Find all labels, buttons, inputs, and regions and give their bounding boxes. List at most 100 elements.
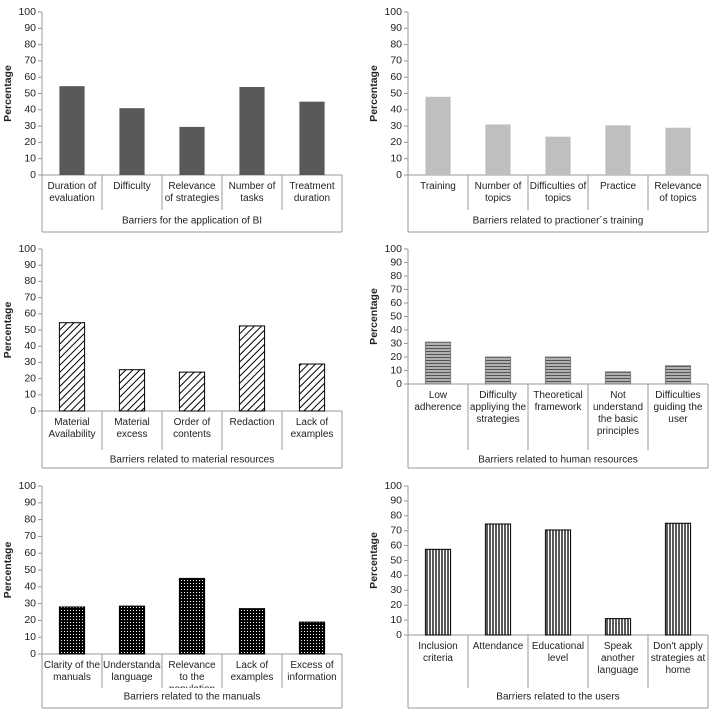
x-tick-label-box: Relevance of strategies bbox=[165, 181, 219, 204]
bar bbox=[604, 371, 632, 385]
x-tick-label-box: Understandable language bbox=[103, 660, 161, 683]
bar bbox=[485, 124, 511, 175]
y-tick-label: 20 bbox=[390, 136, 402, 148]
y-tick-label: 80 bbox=[390, 510, 402, 522]
y-tick-label: 50 bbox=[24, 564, 36, 576]
y-axis-label: Percentage bbox=[2, 65, 14, 122]
x-tick-label: Educational level bbox=[531, 641, 585, 664]
x-tick-label-box: Number of topics bbox=[475, 181, 522, 204]
x-tick-label-box: Difficulties of topics bbox=[529, 181, 587, 204]
x-axis-label: Barriers related to the manuals bbox=[124, 692, 261, 703]
x-tick-label: Theoretical framework bbox=[533, 390, 583, 413]
x-tick-label-box: Don't apply strategies at home bbox=[651, 641, 705, 676]
chart-panel: 0 10 20 30 40 50 60 70 80 90 100 Inclusion criteria… bbox=[368, 480, 709, 709]
y-axis-label: Percentage bbox=[2, 302, 14, 359]
x-tick-label: Difficulty bbox=[113, 181, 151, 192]
y-axis-label: Percentage bbox=[368, 288, 380, 345]
y-tick-label: 0 bbox=[30, 648, 36, 660]
x-axis-label: Barriers related to the users bbox=[496, 692, 619, 703]
y-tick-label: 90 bbox=[390, 256, 402, 268]
y-tick-label: 60 bbox=[390, 297, 402, 309]
y-tick-label: 60 bbox=[24, 547, 36, 559]
x-tick-label-box: Redaction bbox=[229, 417, 275, 428]
bar bbox=[179, 126, 205, 175]
bar bbox=[299, 101, 325, 175]
x-tick-label-box: Clarity of the manuals bbox=[43, 660, 101, 683]
x-tick-label: Order of contents bbox=[173, 417, 211, 440]
y-tick-label: 80 bbox=[24, 275, 36, 287]
bar bbox=[59, 86, 85, 175]
y-tick-label: 40 bbox=[24, 581, 36, 593]
x-tick-label-box: Duration of evaluation bbox=[48, 181, 97, 204]
x-tick-label: Relevance to the population bbox=[168, 660, 216, 688]
y-tick-label: 40 bbox=[24, 104, 36, 116]
y-tick-label: 10 bbox=[24, 389, 36, 401]
y-tick-label: 70 bbox=[24, 291, 36, 303]
bar bbox=[425, 96, 451, 175]
y-tick-label: 80 bbox=[24, 513, 36, 525]
bar bbox=[665, 127, 691, 175]
x-tick-label: Redaction bbox=[229, 417, 275, 428]
y-tick-label: 80 bbox=[390, 38, 402, 50]
y-axis-label: Percentage bbox=[2, 542, 14, 599]
y-tick-label: 100 bbox=[18, 6, 36, 18]
x-tick-label: Lack of examples bbox=[290, 417, 334, 440]
bar bbox=[178, 577, 206, 655]
bar bbox=[239, 86, 265, 175]
x-tick-label: Speak another language bbox=[597, 641, 639, 676]
y-tick-label: 100 bbox=[18, 243, 36, 255]
bar bbox=[238, 325, 266, 412]
bar bbox=[544, 529, 572, 636]
x-tick-label-box: Training bbox=[420, 181, 456, 192]
bar bbox=[58, 322, 86, 412]
x-tick-label-box: Difficulty appliying the strategies bbox=[470, 390, 526, 425]
x-tick-label: Clarity of the manuals bbox=[43, 660, 101, 683]
y-tick-label: 60 bbox=[390, 71, 402, 83]
y-tick-label: 40 bbox=[390, 569, 402, 581]
y-tick-label: 70 bbox=[390, 55, 402, 67]
y-tick-label: 70 bbox=[24, 530, 36, 542]
y-tick-label: 70 bbox=[390, 524, 402, 536]
y-tick-label: 30 bbox=[390, 584, 402, 596]
chart-panel: 0 10 20 30 40 50 60 70 80 90 100 Clarity of the man… bbox=[2, 480, 343, 709]
y-tick-label: 30 bbox=[390, 120, 402, 132]
bar bbox=[605, 125, 631, 175]
x-tick-label-box: Material excess bbox=[114, 417, 150, 440]
bar bbox=[298, 363, 326, 412]
bar bbox=[118, 369, 146, 412]
y-tick-label: 30 bbox=[24, 120, 36, 132]
x-tick-label: Relevance of topics bbox=[654, 181, 702, 204]
y-tick-label: 60 bbox=[24, 71, 36, 83]
y-tick-label: 0 bbox=[30, 169, 36, 181]
x-tick-label: Material Availability bbox=[48, 417, 96, 440]
x-tick-label-box: Relevance of topics bbox=[654, 181, 702, 204]
y-tick-label: 10 bbox=[24, 152, 36, 164]
x-tick-label-box: Relevance to the population bbox=[168, 660, 216, 688]
x-tick-label: Difficulties of topics bbox=[529, 181, 587, 204]
y-tick-label: 20 bbox=[24, 614, 36, 626]
bar bbox=[664, 522, 692, 636]
y-tick-label: 0 bbox=[396, 378, 402, 390]
x-tick-label: Material excess bbox=[114, 417, 150, 440]
y-tick-label: 30 bbox=[24, 356, 36, 368]
y-tick-label: 60 bbox=[24, 308, 36, 320]
x-axis-label: Barriers related to practioner´s trainin… bbox=[473, 215, 644, 227]
y-tick-label: 90 bbox=[390, 22, 402, 34]
chart-panel: 0 10 20 30 40 50 60 70 80 90 100 Training Number of … bbox=[368, 6, 709, 233]
y-tick-label: 100 bbox=[384, 480, 402, 492]
x-axis-label: Barriers related to material resources bbox=[110, 455, 275, 466]
x-tick-label-box: Speak another language bbox=[597, 641, 639, 676]
bar bbox=[119, 108, 145, 175]
y-tick-label: 100 bbox=[384, 243, 402, 255]
x-tick-label: Treatment duration bbox=[289, 181, 335, 204]
bar bbox=[298, 621, 326, 655]
x-tick-label: Not understand the basic principles bbox=[592, 390, 644, 437]
x-tick-label: Number of tasks bbox=[228, 181, 276, 204]
y-tick-label: 80 bbox=[390, 270, 402, 282]
y-tick-label: 10 bbox=[390, 614, 402, 626]
x-tick-label-box: Lack of examples bbox=[231, 660, 274, 683]
x-tick-label-box: Practice bbox=[600, 181, 636, 192]
y-tick-label: 10 bbox=[390, 152, 402, 164]
y-tick-label: 0 bbox=[30, 405, 36, 417]
